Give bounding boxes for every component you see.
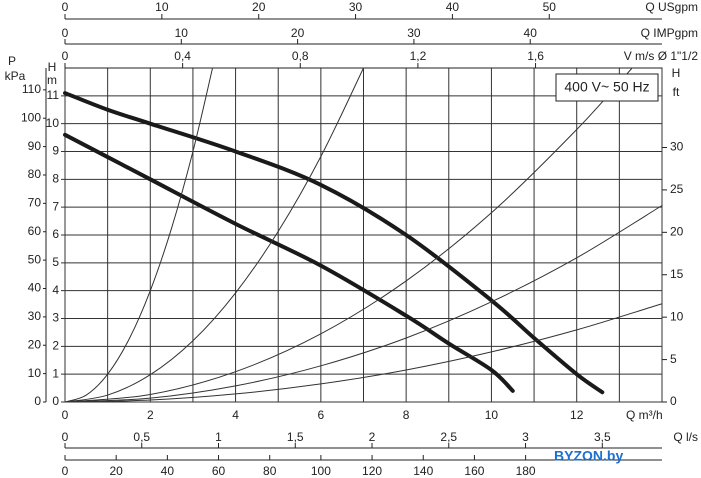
y3-axis-label: P xyxy=(8,54,16,68)
y2-tick-label: 10 xyxy=(670,309,684,323)
secondary-x-tick-label: 160 xyxy=(464,464,484,478)
curve xyxy=(64,303,663,403)
secondary-x-tick-label: 0,8 xyxy=(292,49,309,63)
y-axis-unit: m xyxy=(47,73,57,87)
curve xyxy=(64,67,633,403)
x-tick-label: 8 xyxy=(403,408,410,422)
secondary-x-tick-label: 1,2 xyxy=(410,49,427,63)
y3-tick-label: 100 xyxy=(21,110,41,124)
curve xyxy=(63,132,515,393)
y3-tick-label: 70 xyxy=(28,196,42,210)
secondary-x-tick-label: 40 xyxy=(161,464,175,478)
secondary-x-tick-label: 20 xyxy=(252,0,266,14)
y2-tick-label: 30 xyxy=(670,140,684,154)
y3-tick-label: 110 xyxy=(22,82,41,96)
x-tick-label: 12 xyxy=(570,408,584,422)
y3-tick-label: 80 xyxy=(28,167,42,181)
secondary-x-tick-label: 80 xyxy=(263,464,277,478)
secondary-x-axis-label: Q IMPgpm xyxy=(641,26,698,40)
y2-tick-label: 5 xyxy=(670,352,677,366)
secondary-x-tick-label: 0 xyxy=(62,49,69,63)
y-tick-label: 5 xyxy=(52,255,59,269)
y2-tick-label: 25 xyxy=(670,182,684,196)
secondary-x-tick-label: 1,5 xyxy=(287,430,304,444)
y3-axis-unit: kPa xyxy=(5,69,26,83)
secondary-x-tick-label: 30 xyxy=(407,26,421,40)
secondary-x-tick-label: 120 xyxy=(362,464,382,478)
y2-tick-label: 0 xyxy=(670,394,677,408)
secondary-x-tick-label: 1,6 xyxy=(527,49,544,63)
x-tick-label: 2 xyxy=(147,408,154,422)
secondary-x-tick-label: 2 xyxy=(369,430,376,444)
y-tick-label: 9 xyxy=(52,144,59,158)
x-tick-label: 10 xyxy=(485,408,499,422)
watermark: BYZON.by xyxy=(554,448,623,464)
curve xyxy=(64,67,364,403)
secondary-x-tick-label: 60 xyxy=(212,464,226,478)
y-tick-label: 2 xyxy=(52,339,59,353)
secondary-x-tick-label: 10 xyxy=(155,0,169,14)
y2-tick-label: 15 xyxy=(670,267,684,281)
secondary-x-tick-label: 100 xyxy=(311,464,331,478)
y3-tick-label: 30 xyxy=(28,309,42,323)
secondary-x-tick-label: 2,5 xyxy=(440,430,457,444)
secondary-x-tick-label: 1 xyxy=(215,430,222,444)
y-tick-label: 6 xyxy=(52,227,59,241)
y3-tick-label: 60 xyxy=(28,224,42,238)
x-tick-label: 0 xyxy=(62,408,69,422)
y-tick-label: 11 xyxy=(47,88,60,102)
secondary-x-axis-label: V m/s Ø 1"1/2 xyxy=(624,49,699,63)
secondary-x-axis-label: Q USgpm xyxy=(645,0,698,14)
secondary-x-tick-label: 3 xyxy=(522,430,529,444)
y3-tick-label: 40 xyxy=(28,281,42,295)
y3-tick-label: 90 xyxy=(28,139,42,153)
secondary-x-tick-label: 0 xyxy=(62,0,69,14)
y-tick-label: 0 xyxy=(52,394,59,408)
x-tick-label: 6 xyxy=(318,408,325,422)
secondary-x-tick-label: 40 xyxy=(524,26,538,40)
y-tick-label: 10 xyxy=(46,116,60,130)
secondary-x-tick-label: 0,4 xyxy=(174,49,191,63)
secondary-x-tick-label: 180 xyxy=(516,464,536,478)
curve xyxy=(64,204,663,403)
secondary-x-tick-label: 20 xyxy=(291,26,305,40)
curve xyxy=(63,91,605,395)
y-tick-label: 4 xyxy=(52,283,59,297)
x-axis-label: Q m³/h xyxy=(626,408,663,422)
annotation-box xyxy=(555,73,659,102)
y3-tick-label: 10 xyxy=(28,366,42,380)
y2-axis-unit: ft xyxy=(673,85,680,99)
curve xyxy=(64,67,214,403)
y-tick-label: 8 xyxy=(52,172,59,186)
secondary-x-tick-label: 0 xyxy=(62,26,69,40)
plot: 0 2 4 6 8 10 120123456789101105101520253001020… xyxy=(21,0,698,478)
secondary-x-tick-label: 40 xyxy=(446,0,460,14)
secondary-x-tick-label: 50 xyxy=(543,0,557,14)
annotation: 400 V~ 50 Hz xyxy=(564,79,649,95)
y-tick-label: 1 xyxy=(52,366,59,380)
y3-tick-label: 50 xyxy=(28,252,42,266)
secondary-x-tick-label: 0 xyxy=(62,430,69,444)
secondary-x-axis-label: Q l/s xyxy=(673,430,698,444)
secondary-x-tick-label: 0 xyxy=(62,464,69,478)
secondary-x-tick-label: 140 xyxy=(413,464,433,478)
y-tick-label: 7 xyxy=(52,199,59,213)
secondary-x-tick-label: 30 xyxy=(349,0,363,14)
secondary-x-tick-label: 10 xyxy=(175,26,189,40)
y3-tick-label: 20 xyxy=(28,337,42,351)
y-tick-label: 3 xyxy=(52,311,59,325)
x-tick-label: 4 xyxy=(232,408,239,422)
y2-tick-label: 20 xyxy=(670,224,684,238)
y2-axis-label: H xyxy=(672,66,681,80)
secondary-x-tick-label: 3,5 xyxy=(594,430,611,444)
y3-tick-label: 0 xyxy=(34,394,41,408)
secondary-x-tick-label: 20 xyxy=(109,464,123,478)
y-axis-label: H xyxy=(48,60,57,74)
secondary-x-tick-label: 0,5 xyxy=(133,430,150,444)
